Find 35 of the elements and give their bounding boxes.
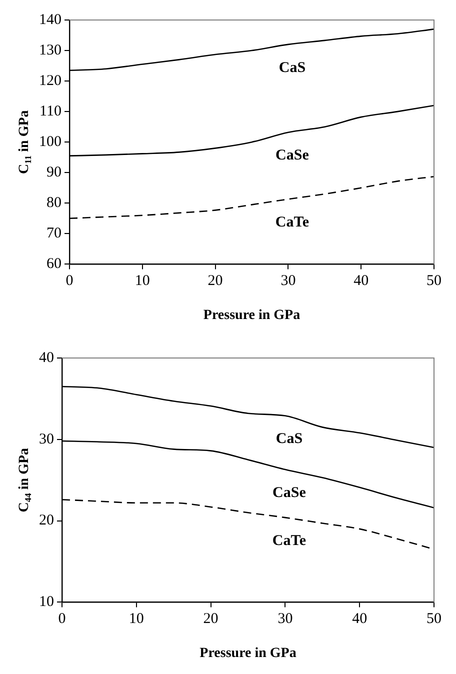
y-tick-label: 120 bbox=[39, 72, 62, 89]
x-tick-label: 50 bbox=[426, 611, 442, 628]
series-label: CaTe bbox=[272, 532, 306, 549]
y-tick-label: 140 bbox=[39, 12, 62, 28]
series-label: CaS bbox=[278, 60, 306, 76]
x-tick-label: 40 bbox=[352, 611, 368, 628]
x-tick-label: 0 bbox=[66, 273, 74, 290]
x-tick-label: 20 bbox=[208, 273, 223, 290]
y-tick-label: 80 bbox=[46, 195, 62, 212]
y-tick-label: 30 bbox=[39, 431, 54, 448]
series-label: CaTe bbox=[275, 214, 310, 231]
y-axis-title: C44 in GPa bbox=[17, 448, 33, 512]
x-tick-label: 30 bbox=[280, 273, 296, 290]
y-tick-label: 130 bbox=[39, 42, 62, 58]
x-tick-label: 0 bbox=[58, 611, 66, 628]
x-tick-label: 20 bbox=[203, 611, 218, 628]
y-tick-label: 40 bbox=[39, 350, 54, 366]
series-label: CaSe bbox=[276, 148, 310, 164]
series-label: CaSe bbox=[272, 484, 306, 501]
x-tick-label: 40 bbox=[354, 273, 369, 290]
y-tick-label: 100 bbox=[39, 134, 62, 150]
x-axis-title: Pressure in GPa bbox=[203, 308, 300, 324]
y-tick-label: 70 bbox=[46, 226, 62, 242]
y-tick-label: 60 bbox=[46, 256, 62, 272]
x-tick-label: 50 bbox=[426, 273, 442, 290]
series-label: CaS bbox=[276, 431, 303, 448]
y-tick-label: 10 bbox=[39, 594, 54, 610]
x-axis-title: Pressure in GPa bbox=[200, 646, 296, 662]
x-tick-label: 10 bbox=[128, 611, 144, 628]
y-tick-label: 110 bbox=[40, 104, 62, 120]
x-tick-label: 30 bbox=[278, 611, 293, 628]
y-axis-title: C11 in GPa bbox=[17, 110, 33, 174]
x-tick-label: 10 bbox=[134, 273, 150, 290]
y-tick-label: 20 bbox=[39, 512, 54, 529]
y-tick-label: 90 bbox=[46, 164, 62, 181]
